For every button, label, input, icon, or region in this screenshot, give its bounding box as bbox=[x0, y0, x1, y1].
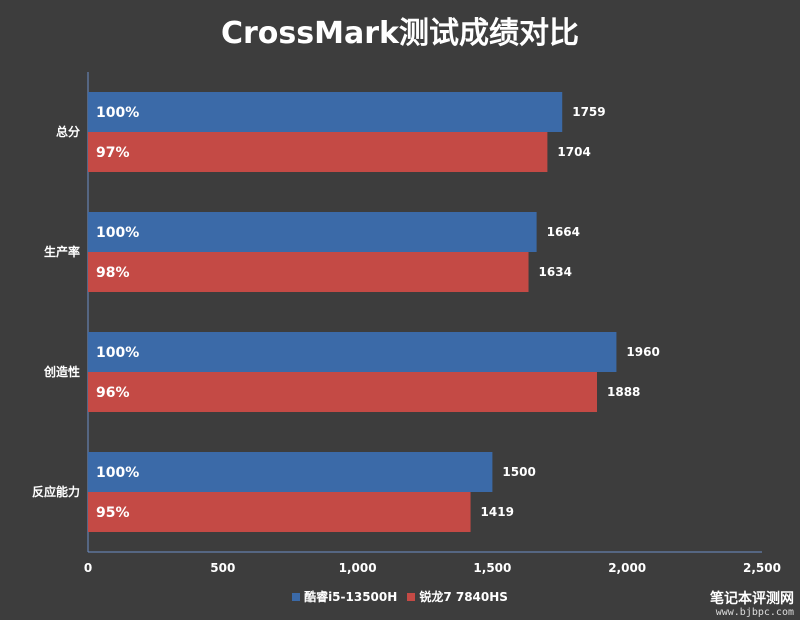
data-label: 1960 bbox=[626, 345, 659, 359]
bar-percent-label: 98% bbox=[96, 265, 130, 281]
data-label: 1419 bbox=[481, 505, 514, 519]
category-label: 总分 bbox=[56, 124, 80, 139]
legend-swatch-series-2 bbox=[407, 592, 416, 601]
bar bbox=[88, 332, 617, 372]
data-label: 1759 bbox=[572, 105, 605, 119]
x-tick-label: 1,500 bbox=[473, 561, 511, 575]
bar bbox=[88, 212, 537, 252]
x-tick-label: 1,000 bbox=[339, 561, 377, 575]
legend-label-series-2: 锐龙7 7840HS bbox=[419, 590, 508, 604]
bar-percent-label: 95% bbox=[96, 505, 130, 521]
category-label: 创造性 bbox=[43, 364, 80, 379]
bar-percent-label: 100% bbox=[96, 105, 139, 121]
legend: 酷睿i5-13500H 锐龙7 7840HS bbox=[0, 588, 800, 605]
watermark-url: www.bjbpc.com bbox=[715, 607, 794, 618]
data-label: 1704 bbox=[557, 145, 590, 159]
bar bbox=[88, 492, 471, 532]
bar-percent-label: 100% bbox=[96, 465, 139, 481]
x-tick-label: 2,000 bbox=[608, 561, 646, 575]
legend-label-series-1: 酷睿i5-13500H bbox=[304, 590, 398, 604]
legend-swatch-series-1 bbox=[292, 592, 301, 601]
bar bbox=[88, 132, 548, 172]
bar bbox=[88, 252, 529, 292]
data-label: 1664 bbox=[547, 225, 580, 239]
legend-item-series-1: 酷睿i5-13500H bbox=[292, 588, 397, 605]
bar bbox=[88, 92, 563, 132]
x-tick-label: 0 bbox=[84, 561, 92, 575]
bar-percent-label: 97% bbox=[96, 145, 130, 161]
bar bbox=[88, 452, 493, 492]
data-label: 1888 bbox=[607, 385, 640, 399]
bar-percent-label: 100% bbox=[96, 225, 139, 241]
watermark-name: 笔记本评测网 bbox=[710, 590, 794, 607]
category-label: 生产率 bbox=[44, 244, 80, 259]
bar-percent-label: 100% bbox=[96, 345, 139, 361]
bar-percent-label: 96% bbox=[96, 385, 130, 401]
bar bbox=[88, 372, 598, 412]
x-tick-label: 500 bbox=[210, 561, 235, 575]
legend-item-series-2: 锐龙7 7840HS bbox=[407, 588, 508, 605]
watermark: 笔记本评测网 www.bjbpc.com bbox=[710, 590, 794, 618]
chart-title: CrossMark测试成绩对比 bbox=[221, 16, 579, 51]
category-label: 反应能力 bbox=[32, 484, 80, 499]
x-tick-label: 2,500 bbox=[743, 561, 781, 575]
data-label: 1500 bbox=[502, 465, 535, 479]
data-label: 1634 bbox=[539, 265, 572, 279]
